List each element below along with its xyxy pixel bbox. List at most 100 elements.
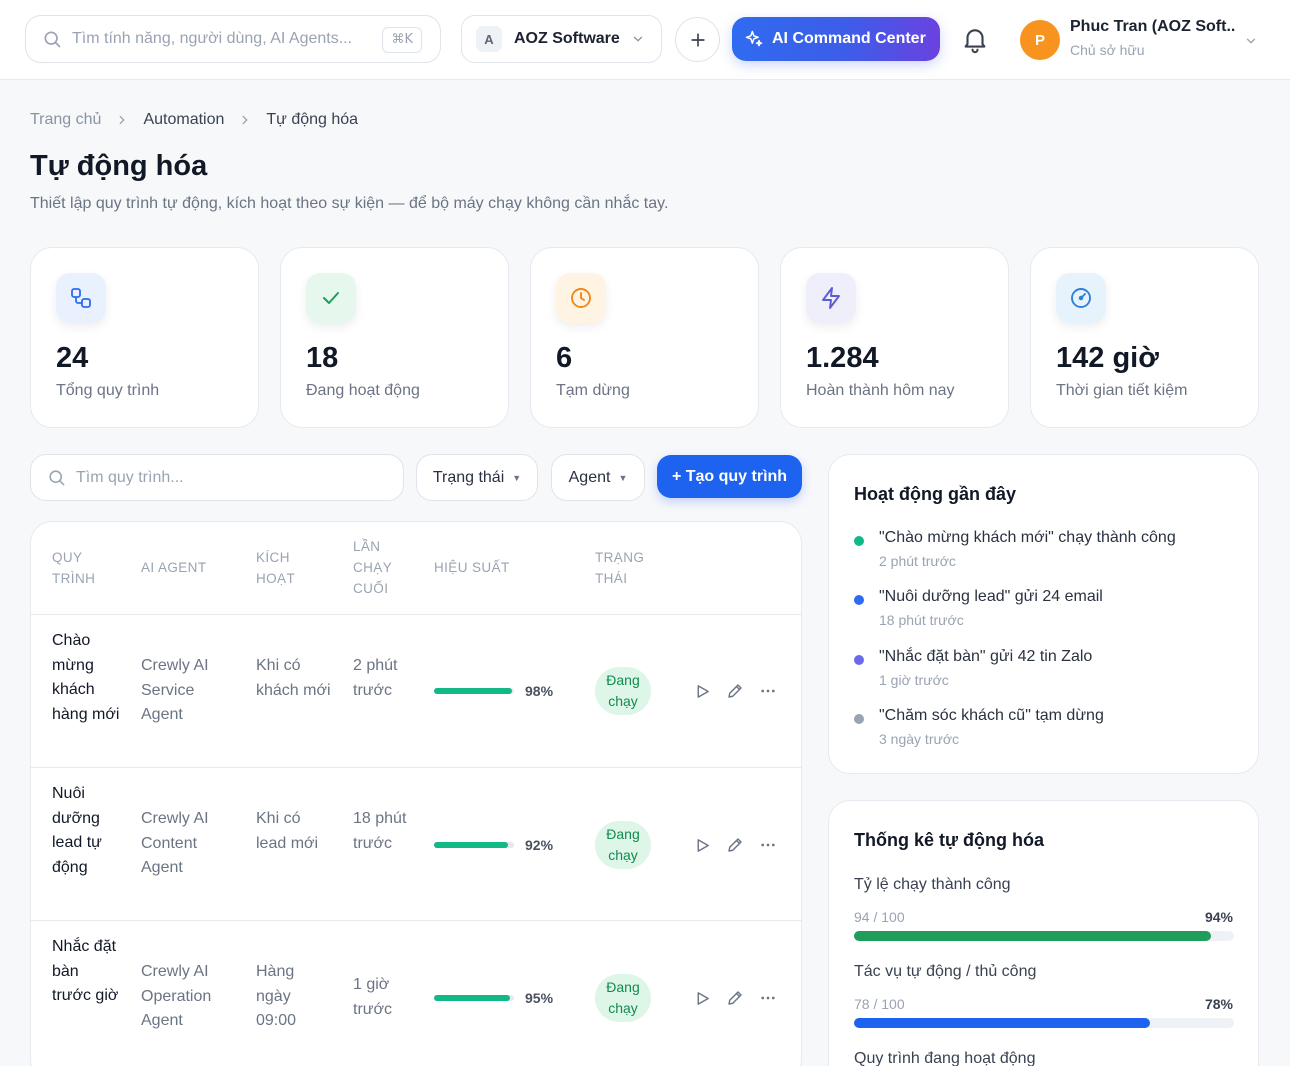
metric-percent: 94% xyxy=(1204,909,1233,925)
metric-label: Tác vụ tự động / thủ công xyxy=(854,963,1037,980)
metric-count: 94 / 100 xyxy=(854,909,905,925)
more-icon[interactable] xyxy=(759,682,777,700)
plus-icon xyxy=(690,32,705,47)
add-button[interactable] xyxy=(675,17,720,62)
status-badge: Đang chạy xyxy=(595,667,651,715)
performance-value: 95% xyxy=(525,990,554,1006)
chevron-right-icon xyxy=(115,113,129,127)
workflow-name[interactable]: Nuôi dưỡng lead tự động xyxy=(52,785,102,876)
create-workflow-button[interactable]: + Tạo quy trình xyxy=(657,455,802,498)
stat-label: Tổng quy trình xyxy=(56,382,160,399)
sparkle-icon xyxy=(745,30,763,47)
stat-card-completed: 1.284 Hoàn thành hôm nay xyxy=(780,247,1009,428)
stat-value: 142 giờ xyxy=(1056,342,1159,374)
search-shortcut: ⌘K xyxy=(382,27,422,53)
metric-percent: 78% xyxy=(1204,996,1233,1012)
workflow-trigger: Khi có khách mới xyxy=(256,657,331,699)
user-avatar[interactable]: P xyxy=(1020,20,1060,60)
table-row[interactable]: Nhắc đặt bàn trước giờ Crewly AI Operati… xyxy=(31,921,801,1066)
play-icon[interactable] xyxy=(694,837,711,854)
activity-text: "Nuôi dưỡng lead" gửi 24 email xyxy=(879,588,1103,605)
top-bar: ⌘K A AOZ Software AI Command Center P Ph… xyxy=(0,0,1290,80)
breadcrumb-home[interactable]: Trang chủ xyxy=(30,111,102,128)
automation-stats-panel: Thống kê tự động hóa Tỷ lệ chạy thành cô… xyxy=(828,800,1259,1066)
stat-label: Tạm dừng xyxy=(556,382,630,399)
workflow-agent: Crewly AI Content Agent xyxy=(141,810,209,876)
col-agent: AI AGENT xyxy=(141,560,207,575)
play-icon[interactable] xyxy=(694,990,711,1007)
performance-bar xyxy=(434,842,514,848)
page-subtitle: Thiết lập quy trình tự động, kích hoạt t… xyxy=(30,195,669,212)
workflow-last-run: 1 giờ trước xyxy=(353,976,392,1018)
workflow-last-run: 18 phút trước xyxy=(353,810,407,852)
org-name: AOZ Software xyxy=(514,30,620,47)
global-search[interactable]: ⌘K xyxy=(25,15,441,63)
status-filter[interactable]: Trạng thái ▼ xyxy=(416,454,538,501)
stat-label: Thời gian tiết kiệm xyxy=(1056,382,1188,399)
status-dot xyxy=(854,655,864,665)
table-row[interactable]: Chào mừng khách hàng mới Crewly AI Servi… xyxy=(31,615,801,768)
user-name[interactable]: Phuc Tran (AOZ Soft... xyxy=(1070,18,1235,35)
user-role: Chủ sở hữu xyxy=(1070,42,1145,58)
edit-icon[interactable] xyxy=(726,989,744,1007)
bell-icon[interactable] xyxy=(960,24,990,54)
recent-activity-title: Hoạt động gần đây xyxy=(854,484,1016,504)
stat-value: 6 xyxy=(556,342,573,374)
workflow-name[interactable]: Chào mừng khách hàng mới xyxy=(52,632,120,723)
metric-count: 78 / 100 xyxy=(854,996,905,1012)
workflow-search-input[interactable] xyxy=(76,468,376,487)
breadcrumb-automation[interactable]: Automation xyxy=(143,111,225,128)
more-icon[interactable] xyxy=(759,836,777,854)
activity-text: "Chăm sóc khách cũ" tạm dừng xyxy=(879,707,1104,724)
org-switcher[interactable]: A AOZ Software xyxy=(461,15,662,63)
activity-time: 18 phút trước xyxy=(879,612,964,628)
workflow-trigger: Khi có lead mới xyxy=(256,810,319,852)
performance-value: 98% xyxy=(525,683,554,699)
stat-label: Hoàn thành hôm nay xyxy=(806,382,955,399)
caret-down-icon: ▼ xyxy=(512,472,522,483)
stat-value: 18 xyxy=(306,342,339,374)
ai-command-center-label: AI Command Center xyxy=(772,30,926,47)
edit-icon[interactable] xyxy=(726,682,744,700)
stat-card-active: 18 Đang hoạt động xyxy=(280,247,509,428)
workflow-name[interactable]: Nhắc đặt bàn trước giờ xyxy=(52,938,119,1004)
chevron-down-icon[interactable] xyxy=(1244,34,1258,48)
workflow-agent: Crewly AI Operation Agent xyxy=(141,963,212,1029)
status-badge: Đang chạy xyxy=(595,974,651,1022)
edit-icon[interactable] xyxy=(726,836,744,854)
agent-filter[interactable]: Agent ▼ xyxy=(551,454,645,501)
status-dot xyxy=(854,595,864,605)
more-icon[interactable] xyxy=(759,989,777,1007)
automation-stats-title: Thống kê tự động hóa xyxy=(854,830,1045,850)
activity-text: "Chào mừng khách mới" chạy thành công xyxy=(879,529,1176,546)
lightning-icon xyxy=(806,273,856,323)
ai-command-center-button[interactable]: AI Command Center xyxy=(732,17,940,61)
workflow-icon xyxy=(56,273,106,323)
global-search-input[interactable] xyxy=(72,30,362,48)
col-performance: HIỆU SUẤT xyxy=(434,560,510,575)
check-icon xyxy=(306,273,356,323)
org-avatar: A xyxy=(476,26,502,52)
metric-label: Tỷ lệ chạy thành công xyxy=(854,876,1011,893)
agent-filter-label: Agent xyxy=(568,468,611,486)
performance-bar xyxy=(434,688,514,694)
metric-bar xyxy=(854,1018,1234,1028)
stat-card-paused: 6 Tạm dừng xyxy=(530,247,759,428)
metric-label: Quy trình đang hoạt động xyxy=(854,1050,1036,1066)
play-icon[interactable] xyxy=(694,683,711,700)
caret-down-icon: ▼ xyxy=(618,472,628,483)
table-row[interactable]: Nuôi dưỡng lead tự động Crewly AI Conten… xyxy=(31,768,801,921)
workflow-table: QUY TRÌNH AI AGENT KÍCH HOẠT LẦN CHẠY CU… xyxy=(30,521,802,1066)
page-title: Tự động hóa xyxy=(30,150,208,182)
workflow-search[interactable] xyxy=(30,454,404,501)
stat-label: Đang hoạt động xyxy=(306,382,420,399)
col-status: TRẠNG THÁI xyxy=(595,550,645,586)
breadcrumb: Trang chủ Automation Tự động hóa xyxy=(30,111,358,129)
metric-bar xyxy=(854,931,1234,941)
stat-card-total: 24 Tổng quy trình xyxy=(30,247,259,428)
status-dot xyxy=(854,536,864,546)
status-filter-label: Trạng thái xyxy=(432,468,505,486)
search-icon xyxy=(44,31,61,48)
activity-text: "Nhắc đặt bàn" gửi 42 tin Zalo xyxy=(879,648,1093,665)
workflow-agent: Crewly AI Service Agent xyxy=(141,657,209,723)
